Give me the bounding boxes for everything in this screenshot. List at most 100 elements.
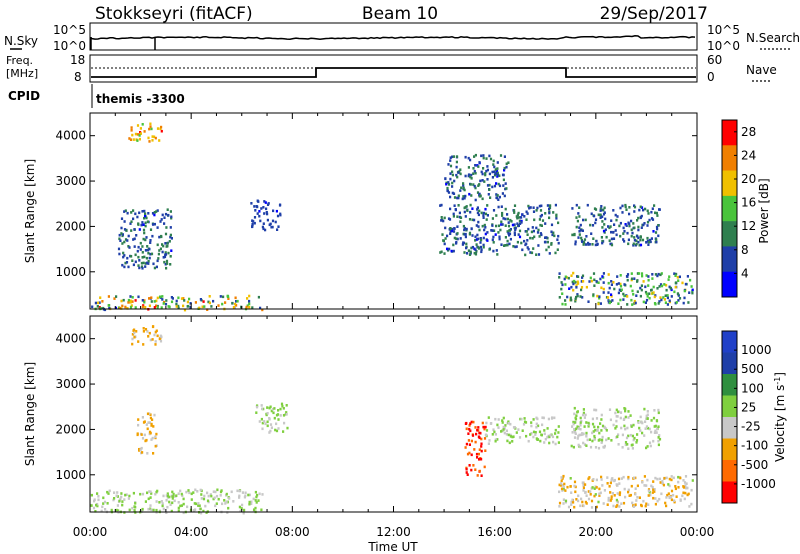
power-cell	[182, 297, 185, 300]
velocity-cell	[665, 476, 668, 480]
velocity-cell	[610, 495, 613, 498]
velocity-cell	[270, 409, 273, 413]
velocity-cell	[644, 420, 647, 423]
velocity-cell	[149, 416, 152, 420]
power-cell	[446, 186, 449, 190]
velocity-cell	[132, 491, 135, 495]
velocity-colorbar-tick: -1000	[741, 477, 776, 491]
power-cell	[531, 237, 534, 240]
power-cell	[256, 212, 259, 215]
power-cell	[642, 300, 645, 304]
velocity-cell	[141, 451, 144, 454]
power-cell	[514, 245, 517, 249]
power-cell	[164, 242, 167, 245]
power-cell	[149, 252, 152, 256]
velocity-cell	[554, 432, 557, 435]
velocity-cell	[630, 425, 633, 428]
power-cell	[628, 224, 631, 228]
power-cell	[503, 194, 506, 198]
power-cell	[502, 173, 505, 177]
velocity-cell	[595, 505, 598, 509]
power-cell	[529, 251, 532, 254]
velocity-cell	[254, 506, 257, 510]
velocity-cell	[478, 431, 481, 435]
power-cell	[175, 302, 178, 306]
power-cell	[219, 295, 222, 298]
power-cell	[141, 123, 144, 126]
power-cell	[447, 181, 450, 184]
velocity-cell	[653, 490, 656, 493]
velocity-cell	[569, 485, 572, 488]
power-cell	[588, 280, 591, 283]
power-cell	[670, 288, 673, 292]
power-cell	[627, 238, 630, 242]
power-cell	[465, 246, 468, 250]
velocity-cell	[151, 436, 154, 440]
power-cell	[613, 287, 616, 291]
power-cell	[496, 175, 499, 178]
power-cell	[490, 229, 493, 232]
power-cell	[616, 275, 619, 278]
velocity-cell	[579, 504, 582, 508]
power-cell	[530, 251, 534, 255]
power-colorbar-tick: 12	[741, 219, 756, 233]
power-cell	[138, 137, 141, 141]
power-cell	[150, 296, 153, 299]
velocity-cell	[570, 500, 573, 504]
power-cell	[477, 165, 480, 168]
power-cell	[546, 240, 549, 244]
power-cell	[527, 227, 530, 231]
velocity-cell	[573, 436, 577, 439]
velocity-cell	[101, 505, 104, 509]
power-cell	[586, 203, 589, 207]
velocity-cell	[577, 443, 580, 447]
power-cell	[537, 253, 541, 256]
power-cell	[163, 260, 166, 264]
power-colorbar-block	[722, 120, 737, 146]
power-cell	[448, 247, 451, 251]
velocity-cell	[585, 444, 588, 447]
velocity-colorbar-block	[722, 460, 737, 482]
power-cell	[455, 242, 458, 245]
power-cell	[262, 222, 265, 225]
velocity-cell	[145, 438, 148, 442]
velocity-cell	[634, 476, 637, 480]
power-cell	[619, 274, 622, 277]
power-cell	[153, 300, 156, 303]
velocity-cell	[465, 442, 468, 446]
power-cell	[612, 209, 615, 212]
velocity-cell	[192, 509, 196, 512]
velocity-cell	[679, 476, 682, 480]
velocity-cell	[236, 489, 239, 493]
velocity-cell	[585, 431, 588, 435]
velocity-cell	[153, 413, 156, 417]
velocity-cell	[599, 422, 602, 425]
power-ylabel: Slant Range [km]	[23, 159, 37, 263]
velocity-cell	[584, 483, 587, 486]
power-cell	[468, 253, 472, 256]
power-cell	[471, 207, 474, 210]
velocity-cell	[203, 494, 206, 498]
velocity-cell	[567, 505, 571, 509]
power-cell	[602, 212, 606, 216]
power-cell	[132, 138, 135, 141]
power-cell	[137, 264, 140, 267]
velocity-cell	[146, 452, 149, 455]
velocity-cell	[572, 501, 575, 504]
power-cell	[664, 294, 667, 297]
power-cell	[483, 223, 486, 227]
velocity-cell	[592, 478, 595, 481]
power-cell	[564, 303, 567, 306]
power-cell	[155, 210, 158, 213]
power-cell	[148, 140, 151, 143]
power-cell	[440, 219, 443, 222]
velocity-cell	[478, 469, 481, 473]
power-cell	[145, 236, 148, 239]
velocity-cell	[472, 420, 475, 424]
velocity-cell	[554, 428, 557, 432]
power-cell	[533, 235, 536, 239]
power-cell	[617, 282, 620, 285]
power-cell	[462, 184, 465, 187]
velocity-cell	[543, 432, 546, 436]
velocity-cell	[149, 338, 152, 342]
